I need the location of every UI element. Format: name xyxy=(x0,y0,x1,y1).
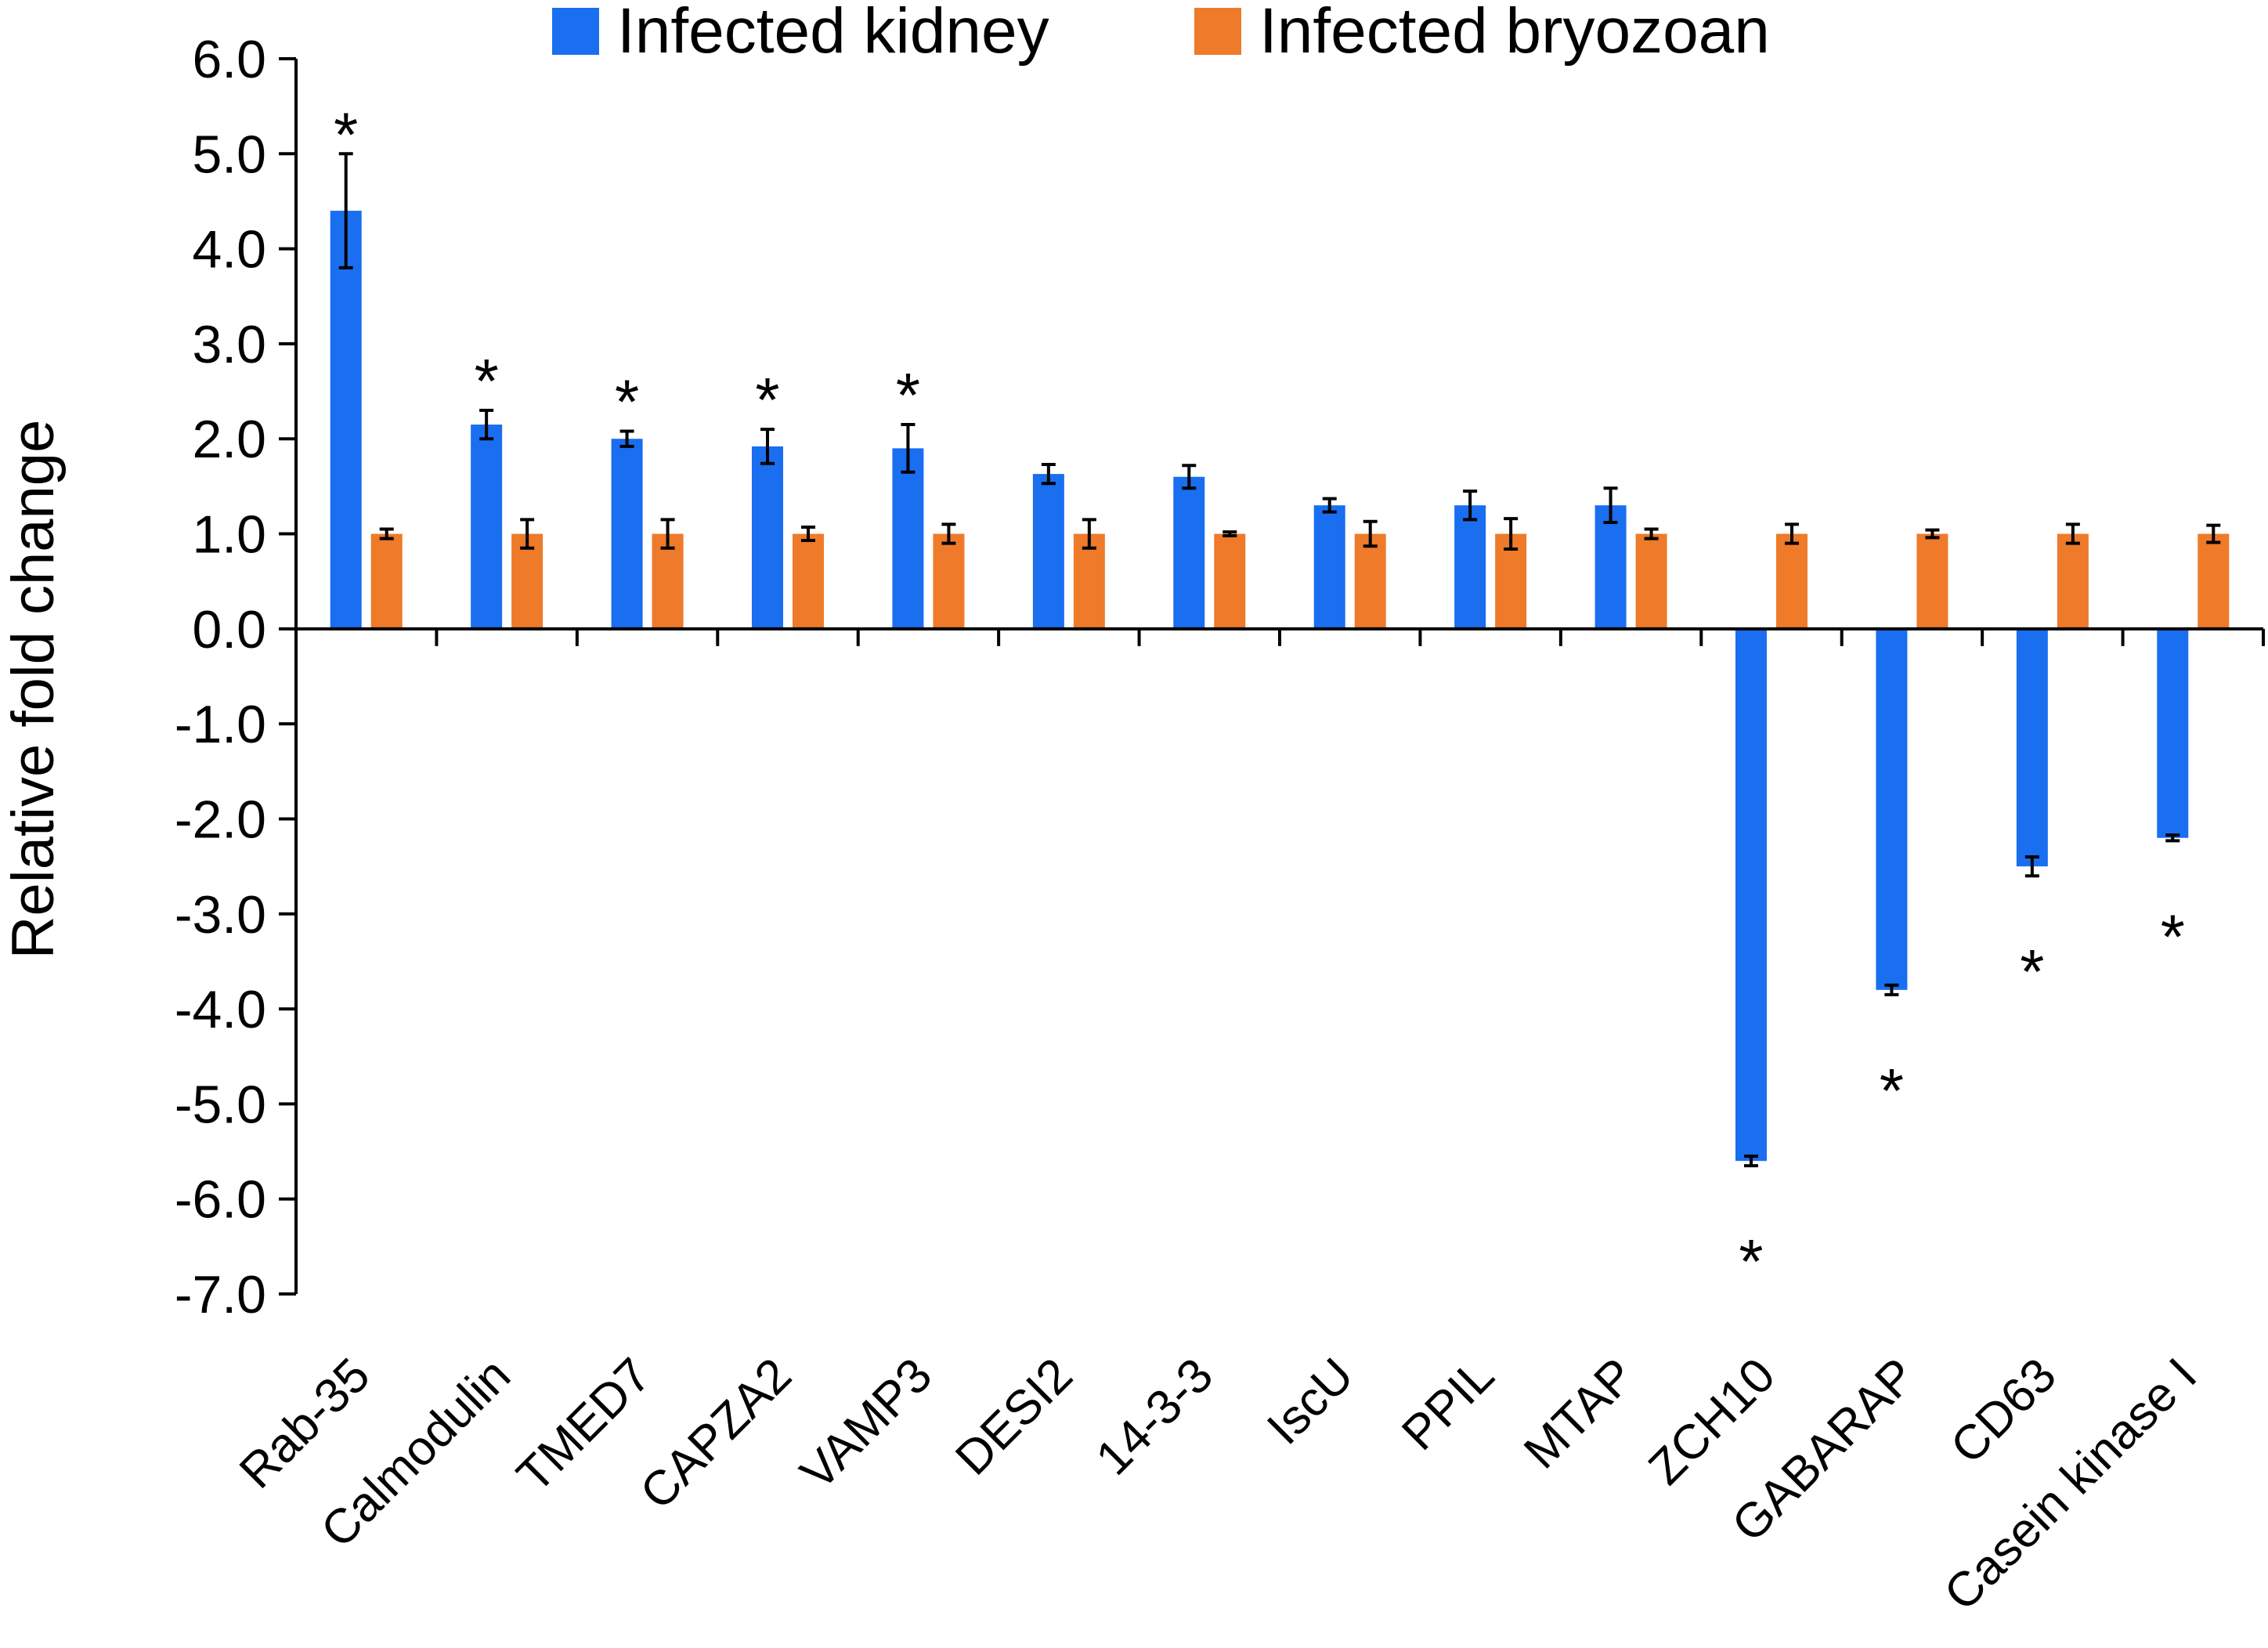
bar-infected-bryozoan-calmodulin xyxy=(511,533,544,629)
y-tick-label: -6.0 xyxy=(175,1170,266,1230)
error-bar-infected-kidney-cd63 xyxy=(2024,855,2039,878)
y-tick-label: 4.0 xyxy=(192,220,266,280)
significance-asterisk-calmodulin: * xyxy=(475,346,499,416)
error-bar-infected-bryozoan-cd63 xyxy=(2065,522,2080,545)
bar-infected-bryozoan-tmed7 xyxy=(652,533,684,629)
legend-swatch-infected-bryozoan xyxy=(1194,8,1241,55)
x-category-label-vamp3: VAMP3 xyxy=(790,1348,942,1500)
bar-infected-bryozoan-rab-35 xyxy=(370,533,403,629)
x-category-label-desi2: DESI2 xyxy=(945,1348,1083,1486)
error-bar-infected-bryozoan-gabarap xyxy=(1925,528,1940,540)
error-bar-infected-kidney-mtap xyxy=(1603,486,1618,524)
y-tick-label: -1.0 xyxy=(175,695,266,754)
error-bar-infected-bryozoan-desi2 xyxy=(1082,518,1096,550)
legend-swatch-infected-kidney xyxy=(552,8,599,55)
bar-infected-kidney-ppil xyxy=(1454,505,1486,629)
significance-marks-group: * * * * * * * * * xyxy=(334,99,2185,1296)
significance-asterisk-zch10: * xyxy=(1739,1227,1763,1296)
x-category-label-ppil: PPIL xyxy=(1392,1348,1504,1461)
x-category-label-mtap: MTAP xyxy=(1514,1348,1645,1479)
legend-label-infected-bryozoan: Infected bryozoan xyxy=(1259,0,1770,67)
bar-infected-bryozoan-capza2 xyxy=(793,533,824,629)
significance-asterisk-vamp3: * xyxy=(896,360,920,430)
y-tick-label: -5.0 xyxy=(175,1075,266,1134)
bar-infected-kidney-vamp3 xyxy=(892,448,924,629)
error-bar-infected-bryozoan-14-3-3 xyxy=(1222,530,1237,537)
bar-infected-kidney-iscu xyxy=(1313,505,1345,629)
bar-infected-kidney-tmed7 xyxy=(611,439,643,629)
error-bar-infected-kidney-casein-kinase-i xyxy=(2165,833,2180,843)
legend-label-infected-kidney: Infected kidney xyxy=(617,0,1049,67)
significance-asterisk-gabarap: * xyxy=(1880,1056,1904,1126)
error-bar-infected-bryozoan-calmodulin xyxy=(520,518,535,550)
x-category-label-casein-kinase-i: Casein kinase I xyxy=(1934,1348,2208,1621)
significance-asterisk-cd63: * xyxy=(2020,937,2044,1007)
error-bars-group xyxy=(338,152,2221,1168)
y-tick-label: 1.0 xyxy=(192,505,266,565)
error-bar-infected-kidney-calmodulin xyxy=(479,408,494,441)
error-bar-infected-kidney-gabarap xyxy=(1884,983,1899,996)
significance-asterisk-rab-35: * xyxy=(334,99,358,169)
legend: Infected kidney Infected bryozoan xyxy=(552,0,1770,67)
error-bar-infected-bryozoan-zch10 xyxy=(1785,522,1799,545)
y-tick-label: -3.0 xyxy=(175,885,266,945)
error-bar-infected-bryozoan-tmed7 xyxy=(660,518,675,550)
error-bar-infected-kidney-capza2 xyxy=(760,428,775,465)
significance-asterisk-casein-kinase-i: * xyxy=(2161,902,2185,971)
error-bar-infected-bryozoan-mtap xyxy=(1644,527,1659,540)
y-tick-label: 0.0 xyxy=(192,600,266,660)
bar-infected-kidney-calmodulin xyxy=(471,425,503,629)
bar-infected-bryozoan-14-3-3 xyxy=(1214,533,1246,629)
bar-infected-kidney-gabarap xyxy=(1876,628,1908,990)
bar-infected-bryozoan-vamp3 xyxy=(933,533,965,629)
bar-infected-kidney-rab-35 xyxy=(330,211,362,629)
error-bar-infected-bryozoan-capza2 xyxy=(801,526,815,543)
y-tick-label: 2.0 xyxy=(192,410,266,469)
error-bar-infected-bryozoan-iscu xyxy=(1363,519,1378,548)
bar-infected-bryozoan-casein-kinase-i xyxy=(2198,533,2230,629)
bar-infected-kidney-casein-kinase-i xyxy=(2157,628,2189,838)
error-bar-infected-bryozoan-vamp3 xyxy=(941,522,956,545)
y-tick-label: -4.0 xyxy=(175,980,266,1039)
error-bar-infected-kidney-iscu xyxy=(1322,497,1337,514)
bar-infected-bryozoan-gabarap xyxy=(1916,533,1948,629)
significance-asterisk-tmed7: * xyxy=(615,367,639,437)
significance-asterisk-capza2: * xyxy=(755,365,779,435)
bar-infected-bryozoan-mtap xyxy=(1635,533,1667,629)
bar-infected-kidney-zch10 xyxy=(1735,628,1767,1162)
y-tick-label: -7.0 xyxy=(175,1265,266,1325)
y-tick-label: 3.0 xyxy=(192,315,266,374)
y-axis: 6.0 5.0 4.0 3.0 2.0 1.0 0.0 -1.0 -2.0 -3.0 -4.0 -5.… xyxy=(175,30,298,1325)
error-bar-infected-bryozoan-rab-35 xyxy=(379,527,394,540)
error-bar-infected-kidney-desi2 xyxy=(1041,462,1056,486)
y-tick-label: 5.0 xyxy=(192,125,266,184)
error-bar-infected-kidney-14-3-3 xyxy=(1182,464,1197,490)
error-bar-infected-kidney-tmed7 xyxy=(619,429,634,448)
error-bar-infected-bryozoan-casein-kinase-i xyxy=(2206,523,2221,544)
x-category-label-capza2: CAPZA2 xyxy=(630,1348,802,1520)
y-tick-label: 6.0 xyxy=(192,30,266,89)
bar-infected-kidney-mtap xyxy=(1594,505,1627,629)
error-bar-infected-kidney-rab-35 xyxy=(338,152,353,269)
bar-infected-kidney-cd63 xyxy=(2016,628,2048,867)
x-category-label-14-3-3: 14-3-3 xyxy=(1086,1348,1224,1486)
x-category-label-iscu: IscU xyxy=(1257,1348,1363,1455)
bar-infected-kidney-14-3-3 xyxy=(1173,476,1205,629)
bar-infected-bryozoan-desi2 xyxy=(1073,533,1105,629)
bar-infected-bryozoan-zch10 xyxy=(1776,533,1808,629)
bar-infected-kidney-capza2 xyxy=(752,446,783,629)
error-bar-infected-kidney-ppil xyxy=(1463,489,1478,522)
x-category-label-cd63: CD63 xyxy=(1941,1348,2067,1474)
error-bar-infected-bryozoan-ppil xyxy=(1504,517,1519,551)
bars-group xyxy=(330,211,2230,1162)
bar-infected-bryozoan-cd63 xyxy=(2057,533,2089,629)
y-tick-label: -2.0 xyxy=(175,790,266,849)
error-bar-infected-kidney-vamp3 xyxy=(901,423,916,474)
bar-infected-bryozoan-iscu xyxy=(1354,533,1386,629)
y-axis-title: Relative fold change xyxy=(0,420,67,960)
bar-infected-kidney-desi2 xyxy=(1032,474,1064,629)
error-bar-infected-kidney-zch10 xyxy=(1744,1155,1758,1168)
